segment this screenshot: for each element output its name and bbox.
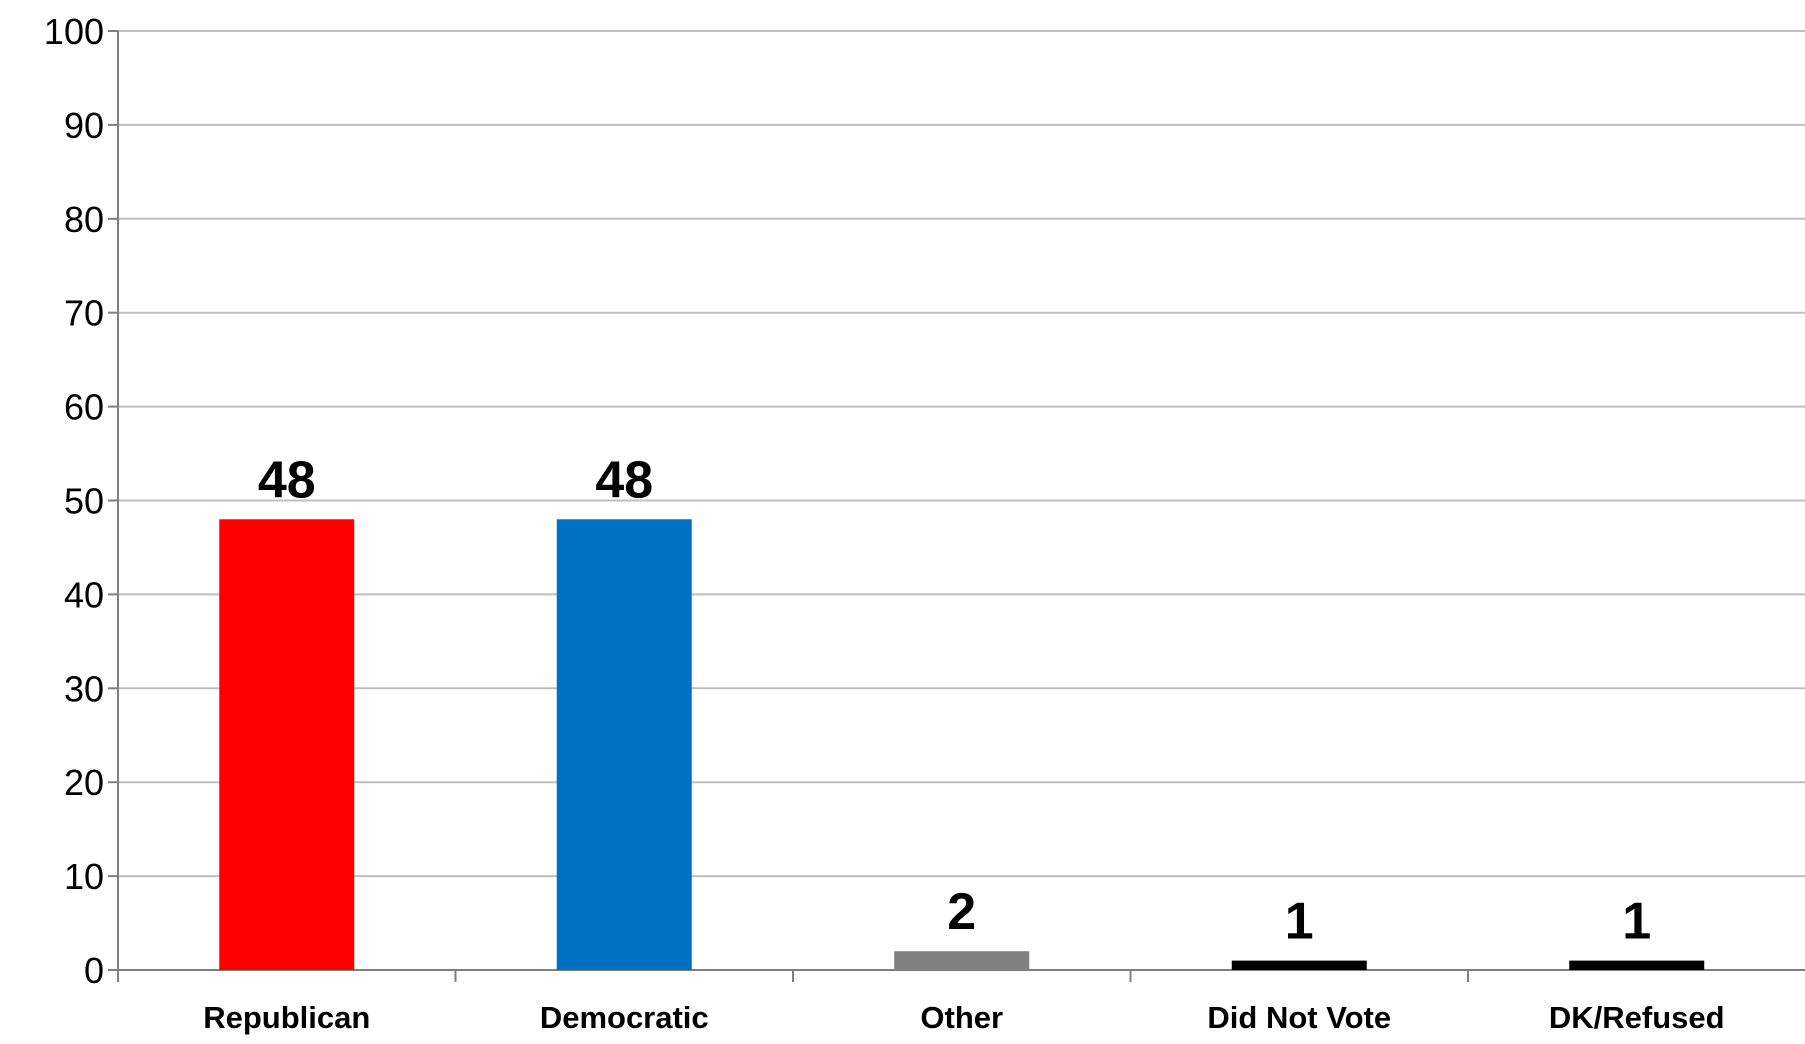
axes	[108, 30, 1805, 982]
y-tick-label: 0	[84, 950, 104, 991]
labels: 0 10 20 30 40 50 60 70 80 90 100 48 Republican 48 Demo…	[44, 11, 1725, 1035]
bar-democratic	[556, 519, 692, 970]
data-label: 48	[258, 451, 316, 509]
data-label: 1	[1622, 893, 1651, 951]
x-tick-label: DK/Refused	[1549, 1000, 1725, 1035]
y-tick-label: 90	[64, 105, 104, 146]
y-tick-label: 70	[64, 293, 104, 334]
bar-other	[894, 951, 1030, 970]
x-tick-label: Other	[920, 1000, 1003, 1035]
bar-dk-refused	[1569, 960, 1705, 970]
bar-did-not-vote	[1231, 960, 1367, 970]
y-tick-label: 30	[64, 668, 104, 709]
data-label: 1	[1285, 893, 1314, 951]
data-label: 48	[595, 451, 653, 509]
y-tick-label: 60	[64, 387, 104, 428]
x-tick-label: Republican	[203, 1000, 370, 1035]
x-tick-label: Democratic	[540, 1000, 709, 1035]
y-tick-label: 50	[64, 481, 104, 522]
y-tick-label: 80	[64, 199, 104, 240]
data-label: 2	[947, 883, 976, 941]
y-tick-label: 40	[64, 574, 104, 615]
y-tick-label: 20	[64, 762, 104, 803]
x-tick-label: Did Not Vote	[1207, 1000, 1391, 1035]
bar-republican	[219, 519, 355, 970]
y-tick-label: 10	[64, 856, 104, 897]
gridlines	[118, 30, 1805, 878]
bars	[219, 519, 1705, 970]
y-tick-label: 100	[44, 11, 104, 52]
